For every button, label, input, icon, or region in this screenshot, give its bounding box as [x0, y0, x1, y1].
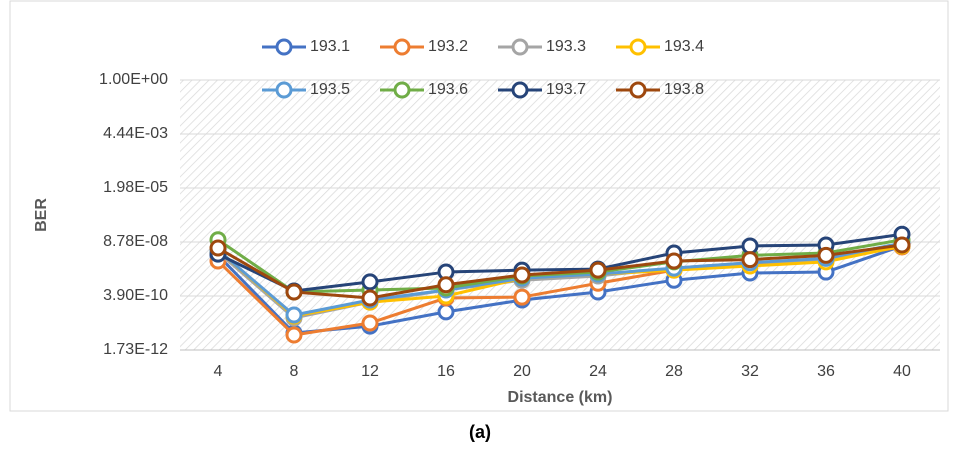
x-axis-title: Distance (km) [508, 389, 613, 406]
legend-label: 193.1 [310, 38, 350, 55]
y-tick-label: 3.90E-10 [103, 287, 168, 304]
data-point [285, 326, 303, 344]
data-point [589, 261, 607, 279]
legend-marker [393, 38, 411, 56]
x-tick-label: 16 [437, 363, 455, 380]
x-tick-label: 12 [361, 363, 379, 380]
y-tick-label: 1.73E-12 [103, 341, 168, 358]
plot-area [180, 80, 940, 350]
data-point [361, 289, 379, 307]
data-point [513, 266, 531, 284]
series-line [217, 243, 903, 300]
series-line [217, 232, 903, 293]
legend-marker [393, 81, 411, 99]
data-point [513, 288, 531, 306]
y-tick-label: 1.00E+00 [99, 71, 168, 88]
legend-label: 193.3 [546, 38, 586, 55]
legend-marker [511, 81, 529, 99]
legend-label: 193.8 [664, 81, 704, 98]
caption: (a) [469, 422, 491, 442]
x-tick-label: 24 [589, 363, 607, 380]
legend-label: 193.7 [546, 81, 586, 98]
legend-marker [629, 81, 647, 99]
data-point [209, 239, 227, 257]
legend-label: 193.4 [664, 38, 704, 55]
data-point [741, 251, 759, 269]
series-line [217, 241, 903, 317]
y-tick-label: 8.78E-08 [103, 233, 168, 250]
y-axis-title: BER [33, 198, 50, 232]
data-point [665, 252, 683, 270]
data-point [817, 246, 835, 264]
data-point [437, 303, 455, 321]
x-tick-label: 28 [665, 363, 683, 380]
data-point [285, 283, 303, 301]
x-tick-label: 32 [741, 363, 759, 380]
y-tick-label: 1.98E-05 [103, 179, 168, 196]
x-tick-label: 8 [290, 363, 299, 380]
data-point [285, 306, 303, 324]
legend-label: 193.6 [428, 81, 468, 98]
data-point [361, 273, 379, 291]
data-point [437, 276, 455, 294]
x-tick-label: 36 [817, 363, 835, 380]
legend-marker [511, 38, 529, 56]
x-tick-label: 20 [513, 363, 531, 380]
legend-label: 193.5 [310, 81, 350, 98]
y-tick-label: 4.44E-03 [103, 125, 168, 142]
data-point [741, 237, 759, 255]
legend-marker [275, 38, 293, 56]
data-point [893, 236, 911, 254]
legend-marker [629, 38, 647, 56]
legend-label: 193.2 [428, 38, 468, 55]
data-point [361, 314, 379, 332]
x-tick-label: 4 [214, 363, 223, 380]
x-tick-label: 40 [893, 363, 911, 380]
legend-marker [275, 81, 293, 99]
